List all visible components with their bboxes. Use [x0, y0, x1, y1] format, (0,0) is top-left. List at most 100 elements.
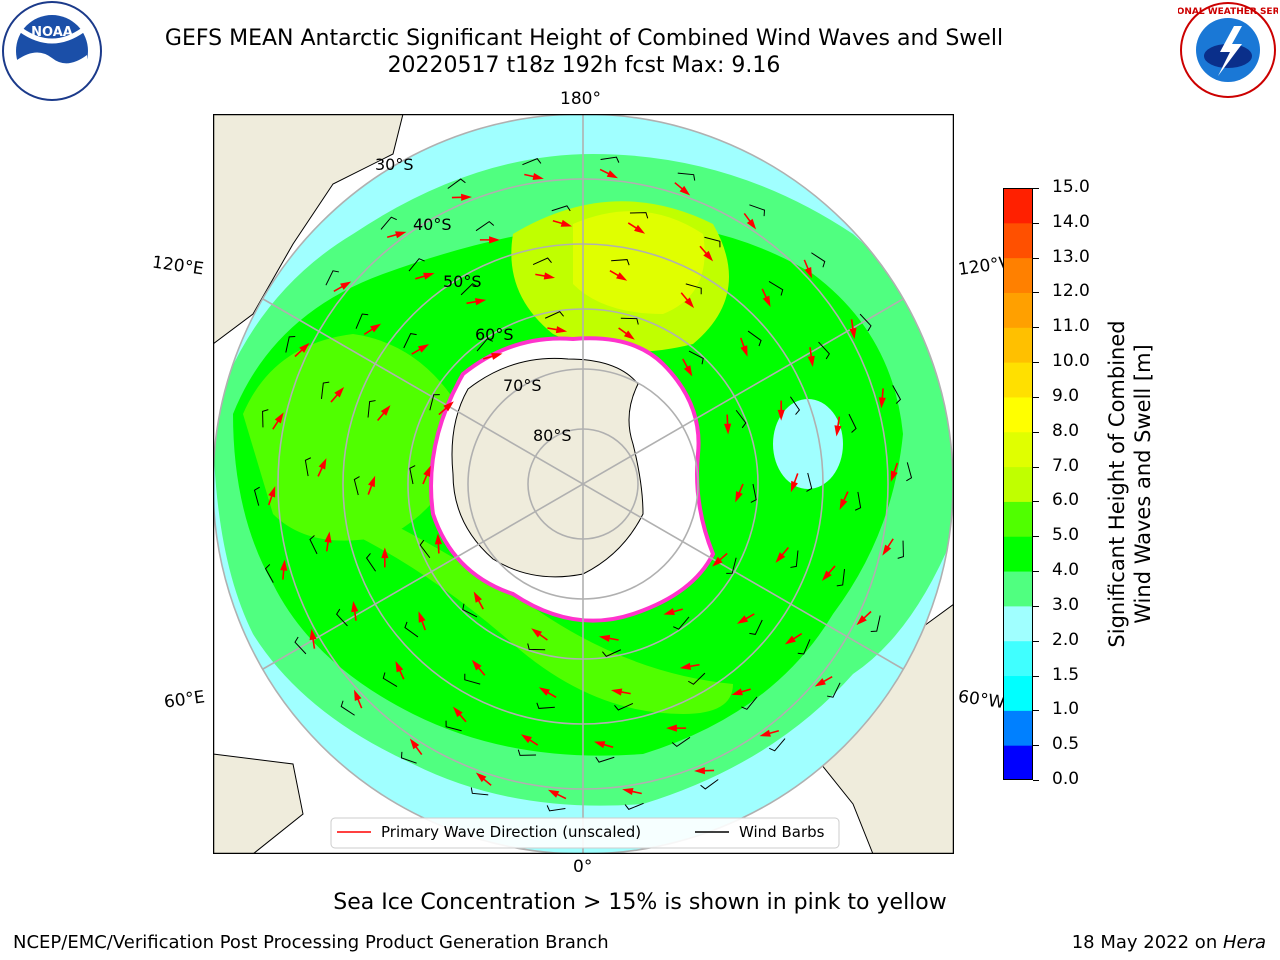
- wave-arrow-head: [452, 706, 463, 718]
- colorbar-tick-label: 3.0: [1052, 594, 1080, 615]
- wind-barb: [811, 252, 826, 268]
- wave-arrow-head: [736, 615, 749, 624]
- wind-barb: [906, 462, 913, 482]
- colorbar-tick-mark: [1033, 188, 1039, 189]
- colorbar-tick-mark: [1033, 431, 1039, 433]
- wave-arrow-head: [703, 250, 714, 262]
- colorbar-tick-mark: [1033, 605, 1039, 607]
- wave-arrow-head: [334, 386, 345, 398]
- footer-date: 18 May 2022 on Hera: [1072, 932, 1266, 953]
- wind-barb: [470, 787, 489, 796]
- colorbar-tick-label: 9.0: [1052, 385, 1080, 406]
- wave-arrow-head: [461, 193, 472, 201]
- colorbar-tick-label: 5.0: [1052, 525, 1080, 546]
- wave-arrow-head: [622, 788, 634, 796]
- wind-barb: [818, 341, 830, 360]
- wind-barb: [700, 779, 719, 790]
- colorbar-tick-mark: [1033, 501, 1039, 503]
- wind-barb: [602, 649, 622, 657]
- wave-arrow-head: [547, 789, 560, 798]
- wind-barb: [264, 564, 274, 583]
- wind-barb: [704, 236, 721, 248]
- colorbar-bin: [1003, 431, 1033, 468]
- wave-arrow-head: [634, 224, 646, 234]
- wind-barb: [870, 615, 881, 632]
- wave-arrow-head: [381, 547, 389, 559]
- colorbar-tick-mark: [1033, 780, 1039, 781]
- wind-barb: [741, 696, 758, 710]
- wave-arrow-head: [735, 491, 743, 503]
- wave-arrow-head: [712, 556, 723, 567]
- wave-arrow-head: [324, 531, 332, 543]
- colorbar-tick-mark: [1033, 327, 1039, 329]
- wave-arrow-head: [380, 405, 391, 416]
- wind-barb: [464, 673, 481, 685]
- lon-label-0: 0°: [573, 857, 593, 877]
- wave-arrow-head: [666, 724, 677, 732]
- wind-barb: [892, 385, 902, 404]
- colorbar-tick-mark: [1033, 710, 1039, 712]
- colorbar-bin: [1003, 536, 1033, 572]
- wave-arrow-head: [616, 272, 628, 281]
- colorbar-tick-mark: [1033, 745, 1039, 747]
- colorbar-bin: [1003, 222, 1033, 259]
- wind-barb: [408, 258, 425, 272]
- colorbar-tick-mark: [1033, 292, 1039, 294]
- wind-barb: [750, 483, 757, 503]
- wind-barb: [806, 472, 813, 492]
- wave-arrow-head: [268, 486, 276, 498]
- wave-arrow-head: [679, 662, 692, 670]
- colorbar-ticks: 0.0 0.5 1.0 1.5 2.0 3.0 4.0 5.0 6.0 7.0 8.0 9.0 10.0…: [1033, 177, 1106, 792]
- colorbar-label-line2: Wind Waves and Swell [m]: [1131, 344, 1155, 624]
- colorbar-bin: [1003, 327, 1033, 363]
- wind-barb: [854, 491, 862, 511]
- wind-barb: [611, 259, 630, 266]
- colorbar-tick-label: 10.0: [1052, 351, 1090, 372]
- colorbar-tick-label: 1.5: [1052, 664, 1080, 685]
- wind-barb: [790, 550, 799, 568]
- wind-barb: [629, 212, 649, 219]
- colorbar-bin: [1003, 257, 1033, 293]
- wind-barb: [365, 553, 377, 572]
- colorbar-tick-label: 4.0: [1052, 560, 1080, 581]
- wind-barb: [726, 557, 737, 574]
- lat-label-30s: 30°S: [375, 155, 414, 174]
- wave-arrow-head: [849, 327, 857, 340]
- wave-arrow-head: [538, 687, 550, 696]
- wave-arrow-head: [560, 219, 573, 227]
- wave-arrow-head: [856, 615, 867, 626]
- colorbar-bin: [1003, 675, 1033, 711]
- wave-arrow-head: [395, 660, 404, 673]
- wave-arrow-head: [623, 330, 635, 340]
- wind-barb: [309, 535, 318, 555]
- wind-barb: [462, 603, 478, 618]
- wave-arrow-head: [409, 738, 420, 750]
- colorbar-label-line1: Significant Height of Combined: [1105, 320, 1129, 647]
- colorbar-bin: [1003, 396, 1033, 433]
- wind-barb: [460, 283, 478, 296]
- wind-barb: [859, 313, 872, 332]
- wind-barb: [848, 413, 857, 433]
- wind-barb: [447, 178, 466, 189]
- wind-barb: [285, 336, 296, 353]
- wind-barb: [380, 216, 397, 230]
- colorbar-tick-label: 1.0: [1052, 699, 1080, 720]
- colorbar-bin: [1003, 571, 1033, 607]
- wave-arrow-head: [351, 600, 359, 613]
- wave-arrow-head: [804, 267, 812, 279]
- colorbar-tick-mark: [1033, 466, 1039, 468]
- wave-arrow-head: [593, 741, 606, 749]
- colorbar-tick-label: 15.0: [1052, 177, 1090, 197]
- wind-barb: [367, 400, 376, 418]
- wave-arrow-head: [489, 236, 500, 244]
- wave-arrow-head: [882, 544, 892, 556]
- wave-arrow-head: [491, 352, 503, 360]
- lat-label-80s: 80°S: [533, 426, 572, 445]
- wave-arrow-head: [520, 734, 532, 744]
- colorbar-tick-mark: [1033, 396, 1039, 398]
- chart-title: GEFS MEAN Antarctic Significant Height o…: [164, 26, 1004, 51]
- colorbar-tick-label: 13.0: [1052, 246, 1090, 267]
- wind-barb: [294, 636, 307, 655]
- wave-arrow-head: [274, 412, 284, 424]
- wind-barb: [897, 540, 904, 559]
